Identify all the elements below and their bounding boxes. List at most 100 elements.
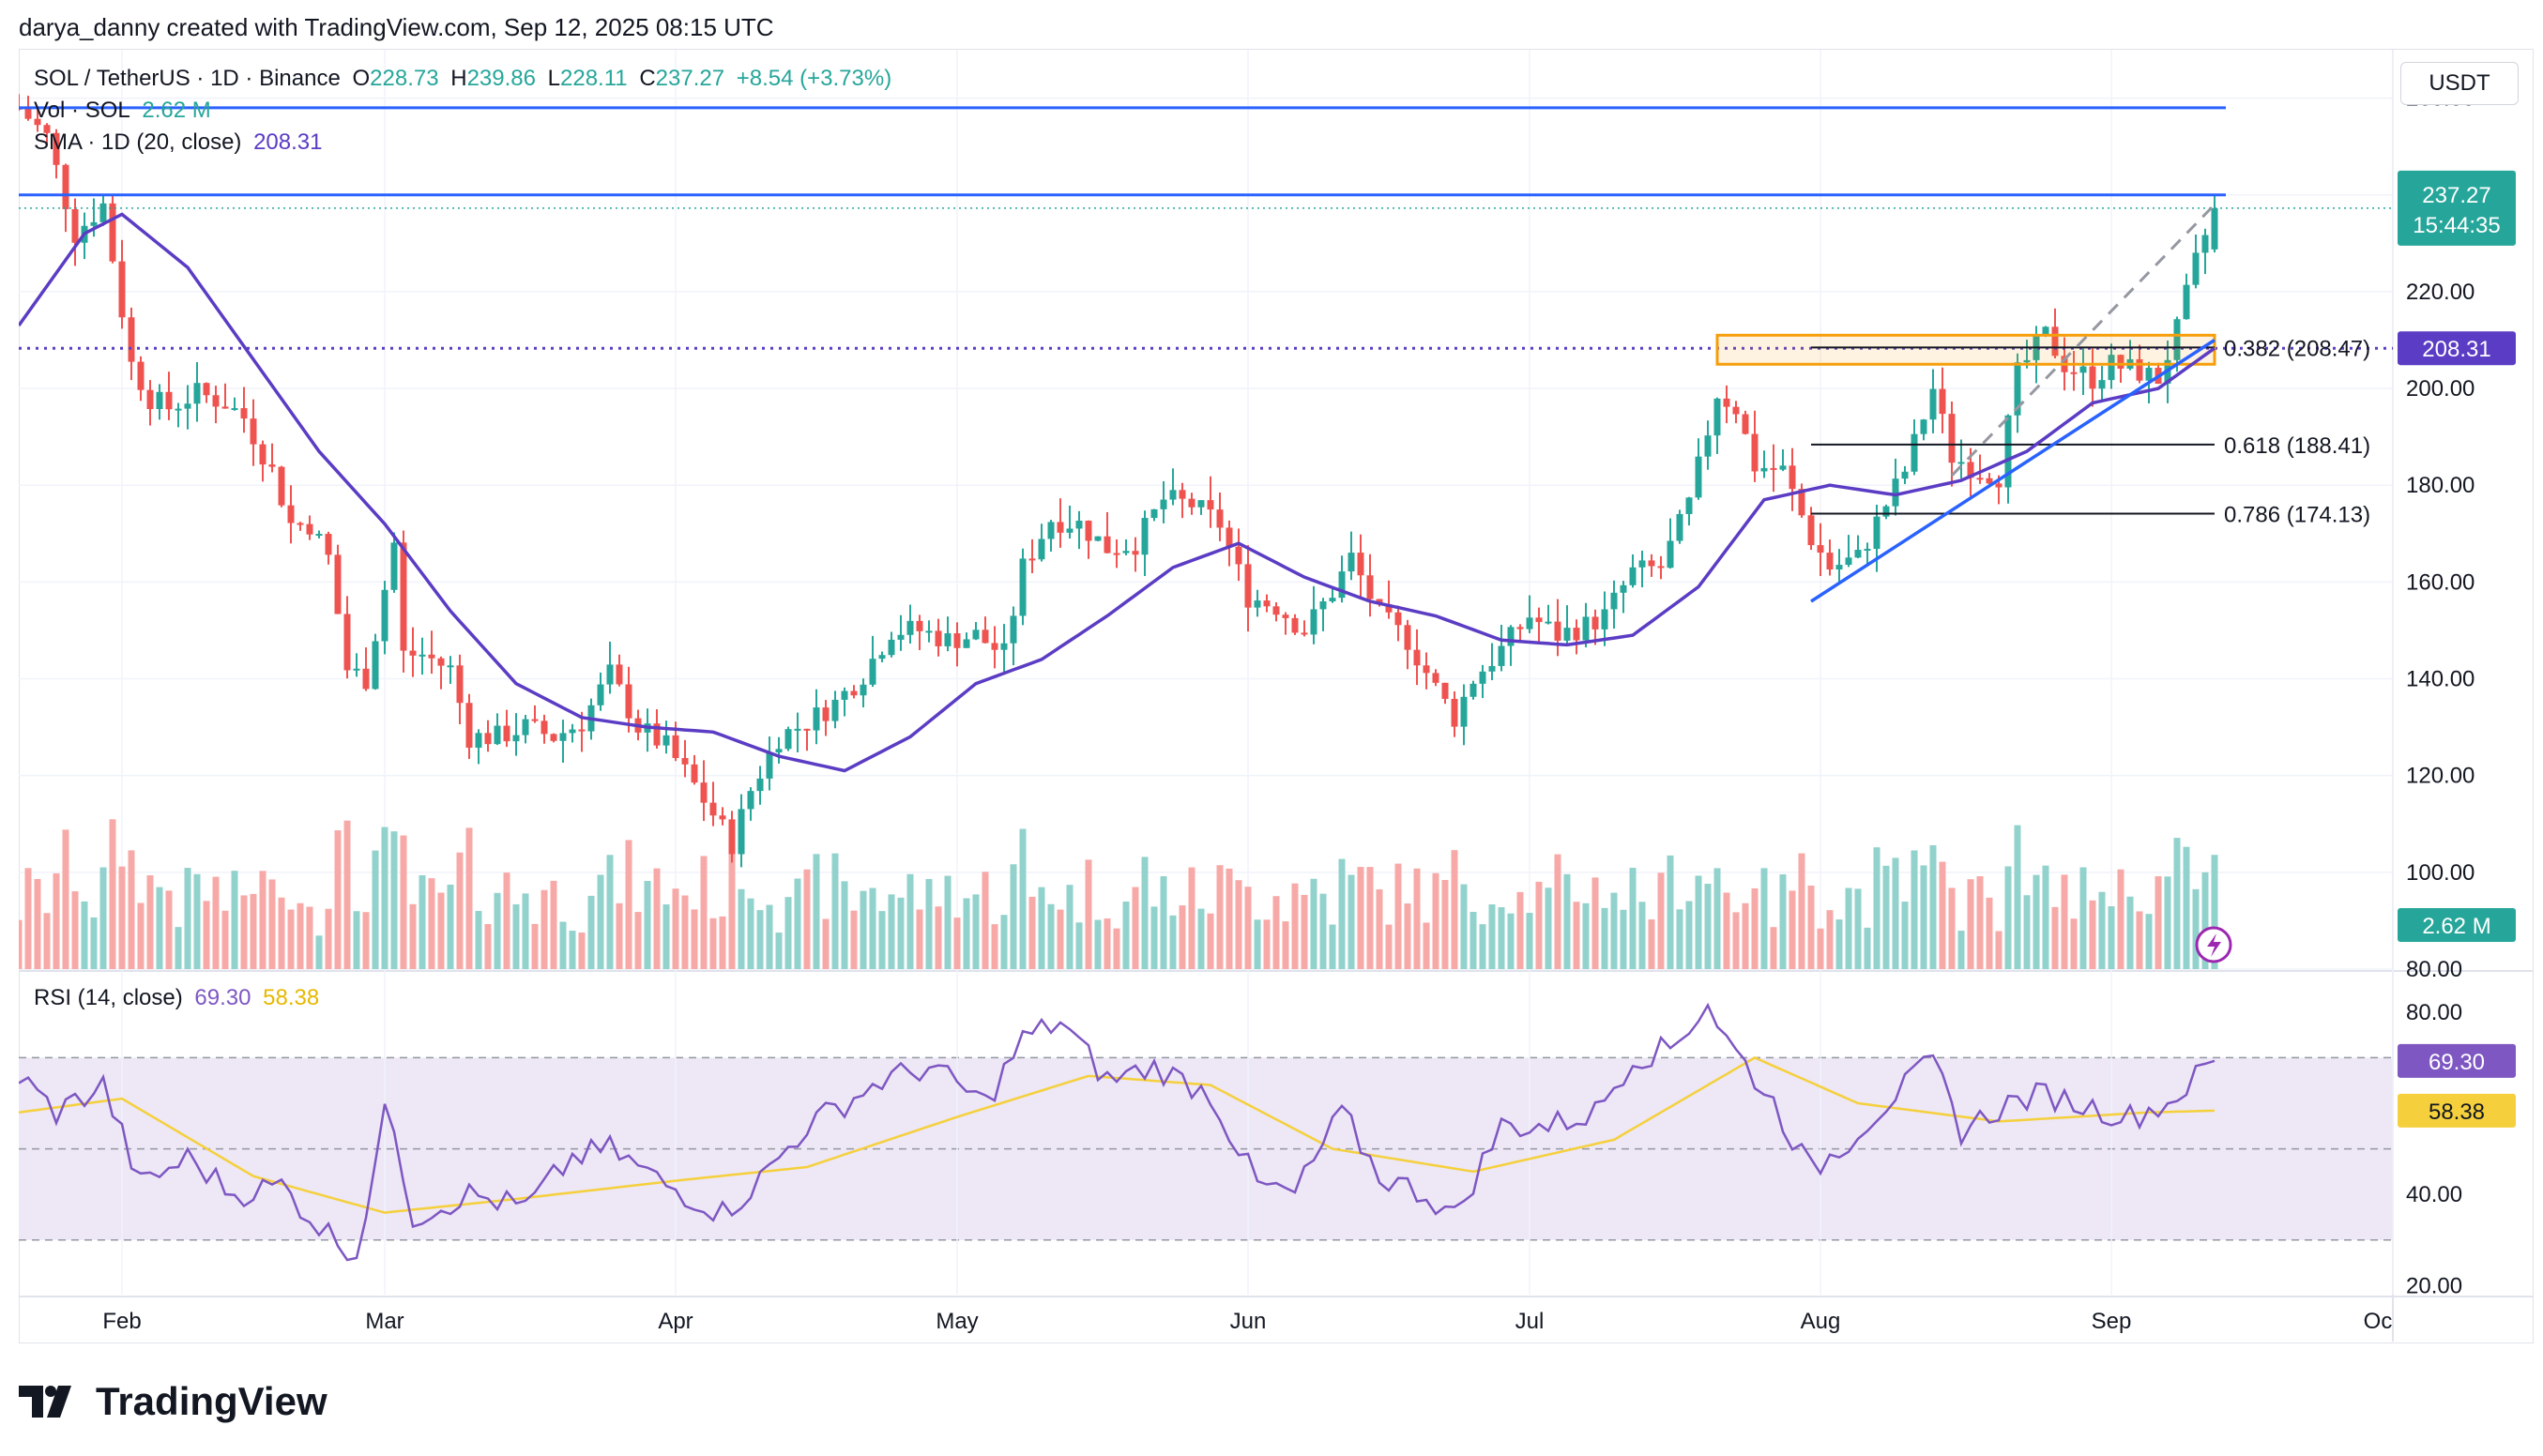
candle-body (1132, 551, 1139, 555)
volume-legend[interactable]: Vol · SOL 2.62 M (34, 98, 217, 124)
symbol-title[interactable]: SOL / TetherUS · 1D · Binance (34, 66, 341, 91)
volume-bar (1113, 928, 1120, 969)
volume-tag-bg (2398, 908, 2516, 942)
candle-body (1047, 522, 1055, 539)
volume-bar (1873, 847, 1881, 969)
candle-body (1826, 553, 1834, 570)
candle-body (475, 733, 482, 748)
candle-body (2070, 372, 2078, 374)
volume-bar (1535, 881, 1543, 969)
candle-body (1685, 497, 1693, 514)
candle-body (2051, 326, 2059, 356)
candle-body (231, 408, 238, 411)
candle-body (1301, 632, 1308, 635)
volume-bar (672, 888, 679, 969)
volume-bar (1713, 868, 1721, 969)
volume-bar (1667, 855, 1674, 969)
volume-bar (1376, 888, 1383, 969)
volume-bar (850, 910, 858, 969)
volume-bar (991, 924, 998, 969)
candle-body (1150, 508, 1158, 519)
volume-bar (24, 868, 32, 969)
volume-bar (644, 881, 651, 969)
time-tick-label: Aug (1801, 1309, 1841, 1334)
volume-bar (831, 853, 839, 969)
candle-body (1291, 617, 1299, 633)
volume-bar (1366, 867, 1374, 969)
rsi-tag: 69.30 (2429, 1050, 2485, 1075)
volume-bar (109, 819, 116, 969)
volume-bar (653, 868, 661, 969)
volume-bar (409, 903, 417, 969)
volume-bar (878, 911, 886, 969)
volume-bar (512, 903, 520, 969)
candle-body (325, 534, 332, 555)
candle-body (268, 464, 276, 467)
volume-bar (541, 889, 548, 969)
volume-bar (888, 894, 895, 969)
candle-body (1207, 500, 1214, 510)
candle-body (90, 221, 98, 226)
volume-bar (71, 891, 79, 969)
candle-body (991, 643, 998, 650)
currency-button[interactable]: USDT (2400, 62, 2519, 105)
volume-bar (306, 906, 313, 969)
candle-body (1957, 462, 1965, 464)
candle-body (1845, 557, 1852, 566)
volume-bar (1469, 911, 1477, 969)
volume-bar (1263, 919, 1271, 969)
volume-bar (1057, 909, 1064, 969)
rsi-legend[interactable]: RSI (14, close) 69.30 58.38 (34, 985, 325, 1011)
price-tick-label: 120.00 (2406, 764, 2474, 789)
sma-legend[interactable]: SMA · 1D (20, close) 208.31 (34, 129, 327, 156)
candle-body (1104, 536, 1111, 554)
volume-bar (2173, 838, 2181, 969)
open-value: 228.73 (370, 66, 439, 91)
candle-body (353, 668, 360, 671)
candle-body (541, 720, 548, 735)
volume-bar (1582, 902, 1590, 969)
volume-bar (606, 855, 614, 969)
volume-value: 2.62 M (142, 98, 211, 123)
volume-bar (2061, 874, 2068, 969)
candle-body (1742, 414, 1749, 434)
open-label: O (352, 66, 371, 91)
sma-value: 208.31 (253, 129, 323, 155)
sma-tag-bg (2398, 331, 2516, 366)
candle-body (1976, 478, 1984, 480)
volume-bar (700, 856, 708, 969)
candle-body (888, 639, 895, 656)
volume-bar (1235, 880, 1242, 969)
volume-bar (1826, 910, 1834, 969)
candle-body (1835, 565, 1843, 570)
candle-body (2014, 362, 2021, 416)
fib-zone-box (1715, 333, 2216, 366)
candle-body (2089, 366, 2096, 389)
candle-body (597, 684, 604, 705)
candle-body (2183, 284, 2190, 320)
volume-bar (2126, 896, 2134, 969)
volume-bar (1648, 919, 1655, 969)
volume-bar (419, 874, 426, 969)
candle-body (1723, 398, 1730, 407)
candle-body (118, 261, 126, 318)
volume-bar (719, 916, 726, 969)
volume-bar (1394, 863, 1402, 969)
volume-bar (1798, 853, 1805, 969)
volume-label: Vol · SOL (34, 98, 130, 123)
candle-body (1244, 564, 1252, 608)
candle-body (1882, 506, 1890, 517)
high-value: 239.86 (466, 66, 536, 91)
volume-bar (1779, 873, 1787, 969)
volume-bar (1920, 865, 1927, 969)
volume-bar (728, 838, 736, 969)
volume-bar (550, 880, 557, 969)
volume-bar (2089, 900, 2096, 969)
candle-body (1094, 536, 1102, 541)
candle-body (1469, 683, 1477, 697)
volume-bar (860, 890, 867, 969)
volume-bar (1019, 828, 1027, 969)
volume-bar (1704, 884, 1712, 969)
chart-frame (19, 49, 2534, 1343)
price-chart[interactable]: 260.00220.00200.00180.00160.00140.00120.… (0, 0, 2543, 1370)
